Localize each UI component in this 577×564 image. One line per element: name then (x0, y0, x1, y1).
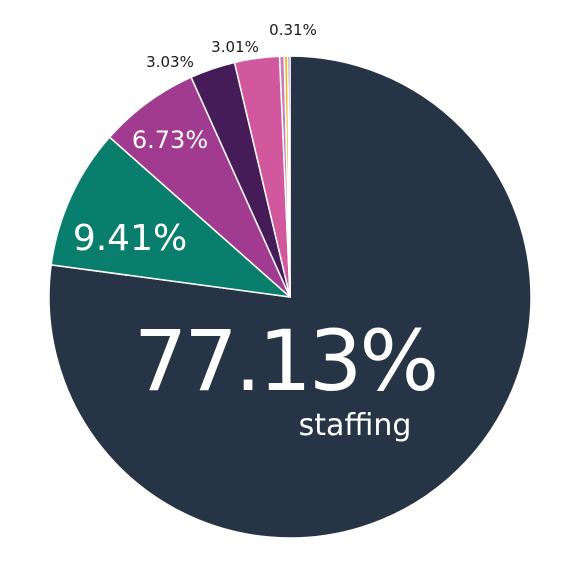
slice-label-5: 0.31% (269, 21, 317, 39)
pie-slices (48, 55, 532, 539)
slice-label-4: 3.01% (211, 38, 259, 56)
slice-caption-0: staffing (299, 408, 412, 443)
slice-label-2: 6.73% (132, 126, 208, 154)
slice-label-1: 9.41% (73, 218, 187, 259)
pie-slice-7 (287, 55, 291, 298)
pie-slice-1 (50, 136, 291, 298)
pie-labels: 77.13%staffing 9.41% 6.73% 3.03% 3.01% 0.31% (73, 21, 439, 443)
slice-label-0: 77.13% (134, 312, 436, 410)
slice-label-3: 3.03% (146, 53, 194, 71)
